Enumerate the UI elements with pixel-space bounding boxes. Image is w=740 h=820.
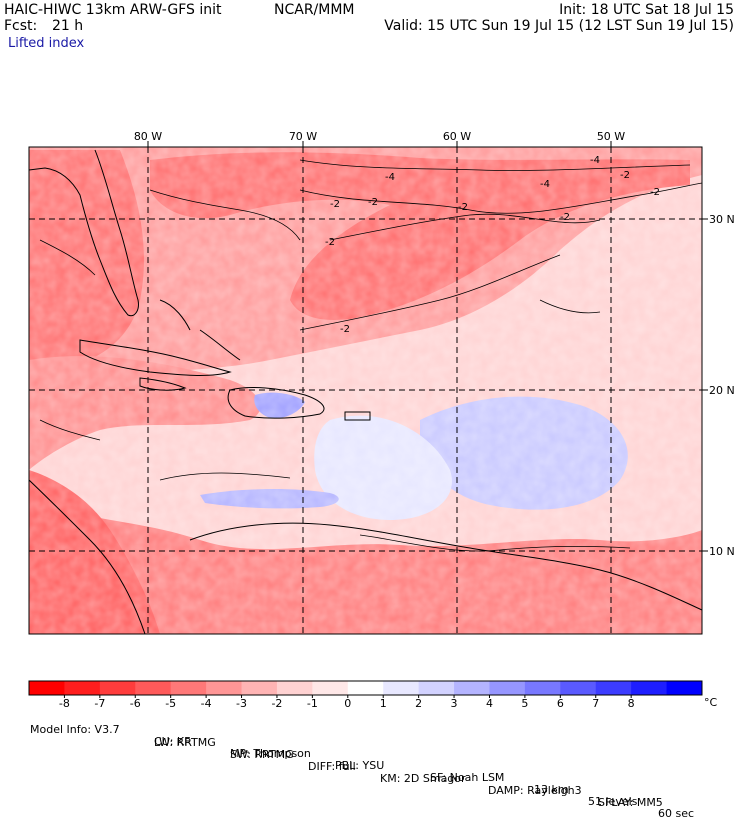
- colorbar-swatch: [383, 681, 420, 695]
- colorbar-tick-label: 3: [451, 697, 458, 710]
- colorbar-tick-label: -7: [94, 697, 105, 710]
- colorbar-tick-label: -3: [236, 697, 247, 710]
- colorbar-tick-label: -6: [130, 697, 141, 710]
- lat-label-10n: 10 N: [709, 545, 735, 558]
- footer-lw: LW: RRTMG: [154, 736, 216, 749]
- contour-label: -4: [590, 155, 600, 166]
- colorbar-swatch: [276, 681, 313, 695]
- colorbar-tick-label: 2: [415, 697, 422, 710]
- colorbar-swatch: [29, 681, 65, 695]
- colorbar-swatch: [418, 681, 455, 695]
- colorbar-swatch: [99, 681, 136, 695]
- forecast-label: Fcst:: [4, 18, 38, 34]
- colorbar-border: [28, 680, 703, 696]
- colorbar-swatch: [347, 681, 384, 695]
- contour-label: -2: [560, 212, 570, 223]
- colorbar-unit: °C: [704, 696, 718, 709]
- org-label: NCAR/MMM: [274, 2, 355, 18]
- forecast-hour: 21 h: [52, 18, 84, 34]
- colorbar-swatch: [454, 681, 490, 695]
- colorbar-swatch: [64, 681, 101, 695]
- graticule: [29, 147, 702, 634]
- footer-timestep: 60 sec: [658, 807, 695, 820]
- footer-damp: DAMP: Rayleigh3: [488, 784, 582, 797]
- contour-label: -2: [620, 170, 630, 181]
- colorbar-tick-label: 6: [557, 697, 564, 710]
- lat-label-30n: 30 N: [709, 213, 735, 226]
- footer-sflay: SFLAY: MM5: [598, 796, 663, 809]
- colorbar-swatch: [170, 681, 207, 695]
- colorbar-tick-label: -1: [307, 697, 318, 710]
- lon-label-50w: 50 W: [597, 130, 625, 143]
- field-name: Lifted index: [8, 36, 85, 51]
- footer-diff: DIFF: full: [308, 760, 356, 773]
- footer-model-info: Model Info: V3.7: [30, 723, 120, 736]
- map-ticks: [147, 141, 708, 552]
- colorbar-swatch: [524, 681, 561, 695]
- colorbar: [29, 681, 703, 698]
- colorbar-swatch: [666, 681, 703, 695]
- map-panel: -4 -2 -2 -2 -4 -2 -2 -2 -2 -2 -4: [29, 147, 702, 634]
- init-time: Init: 18 UTC Sat 18 Jul 15: [559, 2, 734, 18]
- colorbar-swatch: [489, 681, 526, 695]
- colorbar-tick-label: 0: [344, 697, 351, 710]
- colorbar-swatch: [595, 681, 632, 695]
- latitude-labels: 30 N 20 N 10 N: [709, 213, 735, 558]
- contour-label: -2: [650, 187, 660, 198]
- contour-label: -2: [458, 202, 468, 213]
- map-figure: -4 -2 -2 -2 -4 -2 -2 -2 -2 -2 -4 80 W 70…: [28, 130, 735, 710]
- footer-sw: SW: RRTMG: [230, 748, 294, 761]
- lat-label-20n: 20 N: [709, 384, 735, 397]
- colorbar-tick-label: -5: [165, 697, 176, 710]
- footer-line-2: LW: RRTMG SW: RRTMG DIFF: full KM: 2D Sm…: [30, 725, 663, 809]
- colorbar-tick-label: 5: [521, 697, 528, 710]
- colorbar-tick-label: 7: [592, 697, 599, 710]
- valid-time: Valid: 15 UTC Sun 19 Jul 15 (12 LST Sun …: [384, 18, 734, 34]
- colorbar-tick-label: -4: [201, 697, 212, 710]
- model-title: HAIC-HIWC 13km ARW-GFS init: [4, 2, 222, 18]
- lon-label-80w: 80 W: [134, 130, 162, 143]
- contour-label: -4: [385, 172, 395, 183]
- footer-km: KM: 2D Smagor: [380, 772, 466, 785]
- colorbar-swatch: [135, 681, 172, 695]
- lon-label-70w: 70 W: [289, 130, 317, 143]
- colorbar-tick-label: 4: [486, 697, 493, 710]
- lifted-index-contours: [39, 159, 702, 552]
- contour-label: -2: [340, 324, 350, 335]
- colorbar-tick-label: -2: [271, 697, 282, 710]
- colorbar-swatch: [206, 681, 243, 695]
- colorbar-swatch: [560, 681, 597, 695]
- colorbar-swatch: [241, 681, 278, 695]
- contour-label: -2: [368, 197, 378, 208]
- colorbar-tick-label: 8: [628, 697, 635, 710]
- colorbar-swatch: [631, 681, 668, 695]
- longitude-labels: 80 W 70 W 60 W 50 W: [134, 130, 625, 143]
- contour-label-group: -4 -2 -2 -2 -4 -2 -2 -2 -2 -2 -4: [325, 155, 660, 335]
- colorbar-swatch: [312, 681, 349, 695]
- contour-label: -2: [325, 237, 335, 248]
- lon-label-60w: 60 W: [443, 130, 471, 143]
- contour-label: -2: [330, 199, 340, 210]
- coastlines: [29, 149, 702, 634]
- colorbar-tick-label: 1: [380, 697, 387, 710]
- contour-label: -4: [540, 179, 550, 190]
- colorbar-labels: -8 -7 -6 -5 -4 -3 -2 -1 0 1 2 3 4 5 6 7 8: [59, 697, 635, 710]
- colorbar-tick-label: -8: [59, 697, 70, 710]
